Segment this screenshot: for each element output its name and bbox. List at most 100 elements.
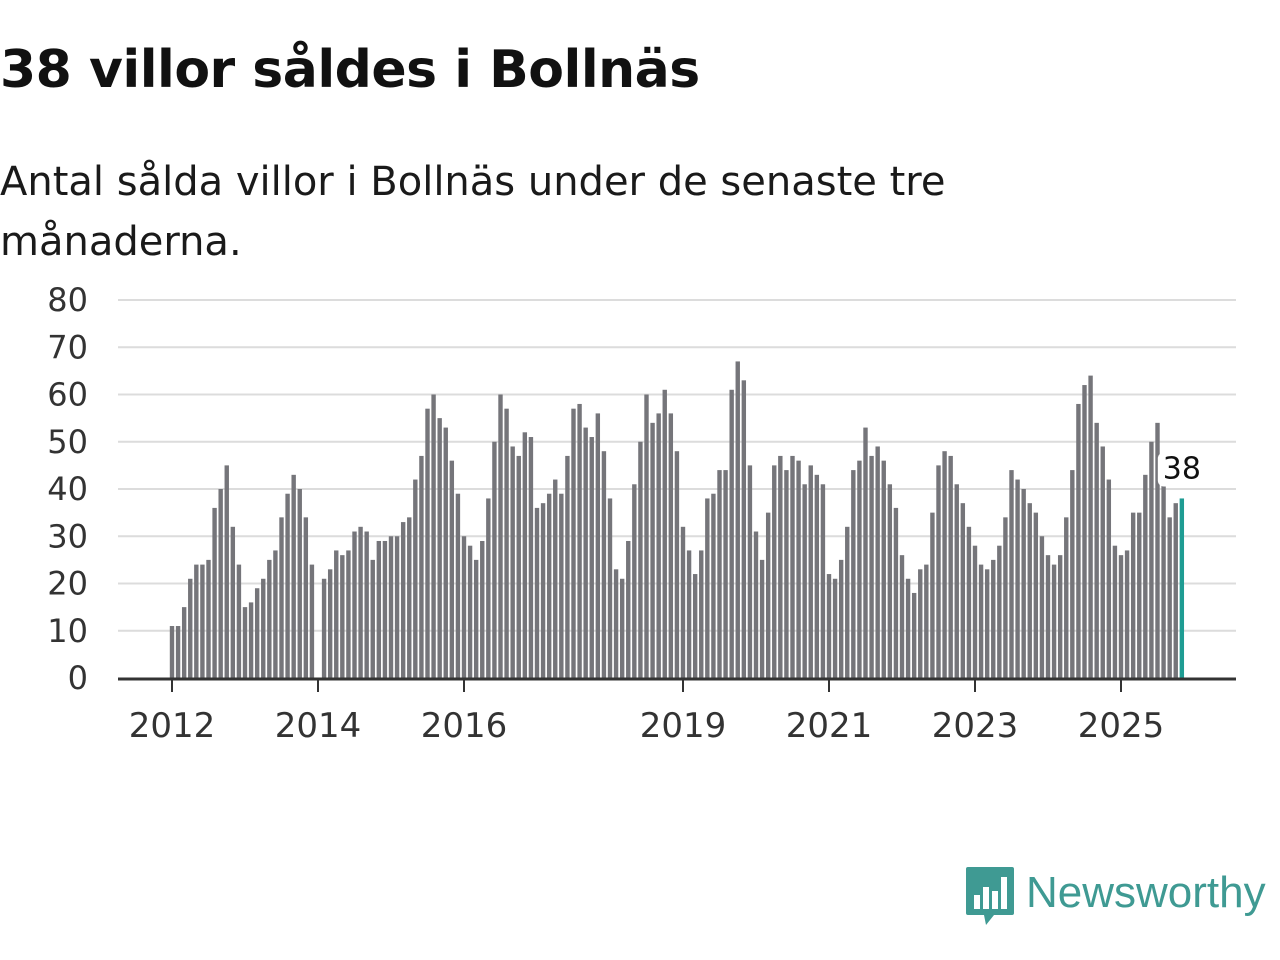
- bar: [705, 498, 710, 678]
- bar: [790, 455, 795, 678]
- bar: [1057, 555, 1063, 678]
- bar: [394, 536, 400, 678]
- bar: [1003, 517, 1008, 678]
- bar: [741, 380, 747, 678]
- bar: [936, 465, 941, 679]
- bar: [626, 540, 631, 678]
- bar: [814, 474, 820, 678]
- bar: [772, 465, 777, 679]
- bar: [802, 484, 807, 678]
- bar: [346, 550, 351, 678]
- bar-highlight: [1179, 498, 1185, 678]
- bar: [1015, 479, 1020, 678]
- bar: [838, 559, 844, 679]
- bar: [571, 408, 576, 678]
- bar: [753, 531, 759, 678]
- bar: [370, 559, 375, 679]
- bar: [680, 526, 686, 678]
- bar: [875, 446, 880, 678]
- bar: [930, 512, 935, 679]
- bar: [711, 493, 716, 678]
- bar: [656, 413, 661, 678]
- bar: [747, 465, 753, 679]
- y-tick-label: 0: [68, 659, 88, 697]
- bar: [619, 578, 625, 678]
- data-label-background: [1157, 452, 1206, 487]
- bar: [528, 437, 534, 678]
- bar: [559, 493, 564, 678]
- bar: [583, 427, 588, 678]
- bar: [699, 550, 704, 678]
- bar: [954, 484, 959, 678]
- y-tick-label: 10: [47, 612, 88, 650]
- bar: [419, 455, 424, 678]
- bar: [960, 503, 966, 678]
- bar: [504, 408, 509, 678]
- bar: [778, 455, 783, 678]
- bar: [607, 498, 613, 678]
- bar: [869, 455, 874, 678]
- bar: [1088, 375, 1093, 678]
- bar: [480, 540, 485, 678]
- bar: [443, 427, 448, 678]
- bar: [291, 474, 296, 678]
- bar: [473, 559, 479, 679]
- bar: [212, 507, 217, 678]
- bar: [1100, 446, 1105, 678]
- bar: [735, 361, 740, 678]
- bar: [352, 531, 357, 678]
- bar: [577, 403, 582, 678]
- bar: [893, 507, 899, 678]
- y-tick-label: 50: [47, 423, 88, 461]
- bar: [1137, 512, 1142, 679]
- bar: [601, 451, 607, 678]
- bar: [723, 470, 728, 678]
- bar: [729, 389, 734, 678]
- bar: [832, 578, 838, 678]
- bar: [1039, 536, 1045, 678]
- bar: [540, 503, 546, 678]
- bar: [997, 545, 1002, 678]
- bar: [1033, 512, 1039, 679]
- bar: [206, 559, 211, 679]
- bar: [1051, 564, 1057, 678]
- bar: [498, 394, 503, 678]
- x-tick-label: 2019: [640, 706, 727, 746]
- bar: [327, 569, 333, 678]
- bar: [595, 413, 601, 678]
- bar: [492, 441, 497, 678]
- bar: [534, 507, 540, 678]
- annotation: 38: [1157, 451, 1206, 487]
- x-tick-label: 2021: [786, 706, 873, 746]
- bar: [972, 545, 978, 678]
- bar: [1112, 545, 1118, 678]
- bar: [267, 559, 272, 679]
- bar: [808, 465, 813, 679]
- bar: [1076, 403, 1081, 678]
- bar: [1173, 503, 1178, 678]
- brand-name: Newsworthy: [1026, 868, 1266, 917]
- bar: [851, 470, 856, 678]
- bar: [881, 460, 886, 678]
- chart-title: 38 villor såldes i Bollnäs: [0, 40, 700, 100]
- bar: [194, 564, 199, 678]
- bar: [431, 394, 436, 678]
- bar: [686, 550, 692, 678]
- bar: [984, 569, 990, 678]
- bar: [1118, 555, 1124, 678]
- bar: [911, 592, 917, 678]
- y-tick-label: 70: [47, 328, 88, 366]
- bar: [388, 536, 394, 678]
- bar: [382, 540, 388, 678]
- bar: [1094, 422, 1099, 678]
- bar: [1155, 422, 1160, 678]
- bar: [236, 564, 242, 678]
- newsworthy-logo: Newsworthy: [964, 864, 1266, 928]
- bar: [486, 498, 491, 678]
- bar: [589, 437, 594, 678]
- y-tick-label: 60: [47, 376, 88, 414]
- bar: [285, 493, 290, 678]
- bar: [1143, 474, 1148, 678]
- x-tick-label: 2012: [129, 706, 216, 746]
